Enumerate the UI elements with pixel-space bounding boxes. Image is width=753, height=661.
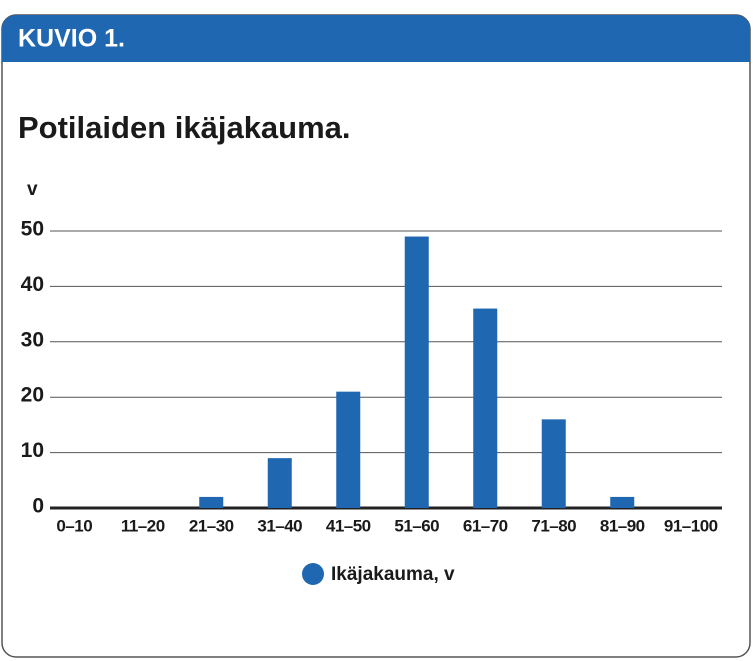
x-tick-label: 31–40 [257,516,302,535]
legend-label: Ikäjakauma, v [331,564,455,585]
y-tick-label: 20 [21,384,44,407]
x-tick-label: 41–50 [326,516,371,535]
legend-marker [302,563,324,585]
bar [541,419,566,508]
y-tick-label: 30 [21,328,44,351]
bar [267,458,292,508]
y-tick-label: 0 [32,495,44,518]
bar [336,391,361,508]
y-tick-label: 10 [21,439,44,462]
bar [473,308,498,508]
x-tick-label: 61–70 [463,516,508,535]
x-tick-label: 91–100 [664,516,718,535]
x-tick-label: 81–90 [600,516,645,535]
bar [199,496,224,508]
bar [610,496,635,508]
x-tick-label: 11–20 [121,516,165,535]
x-tick-label: 71–80 [531,516,576,535]
bar [404,236,429,509]
header: KUVIO 1. [18,25,125,53]
x-tick-label: 51–60 [394,516,439,535]
chart-title: Potilaiden ikäjakauma. [18,110,351,145]
y-axis-label: v [27,179,38,200]
x-tick-label: 0–10 [56,516,92,535]
y-tick-label: 40 [21,273,44,296]
header-bar [2,15,750,62]
x-tick-label: 21–30 [189,516,234,535]
y-tick-label: 50 [21,218,44,241]
